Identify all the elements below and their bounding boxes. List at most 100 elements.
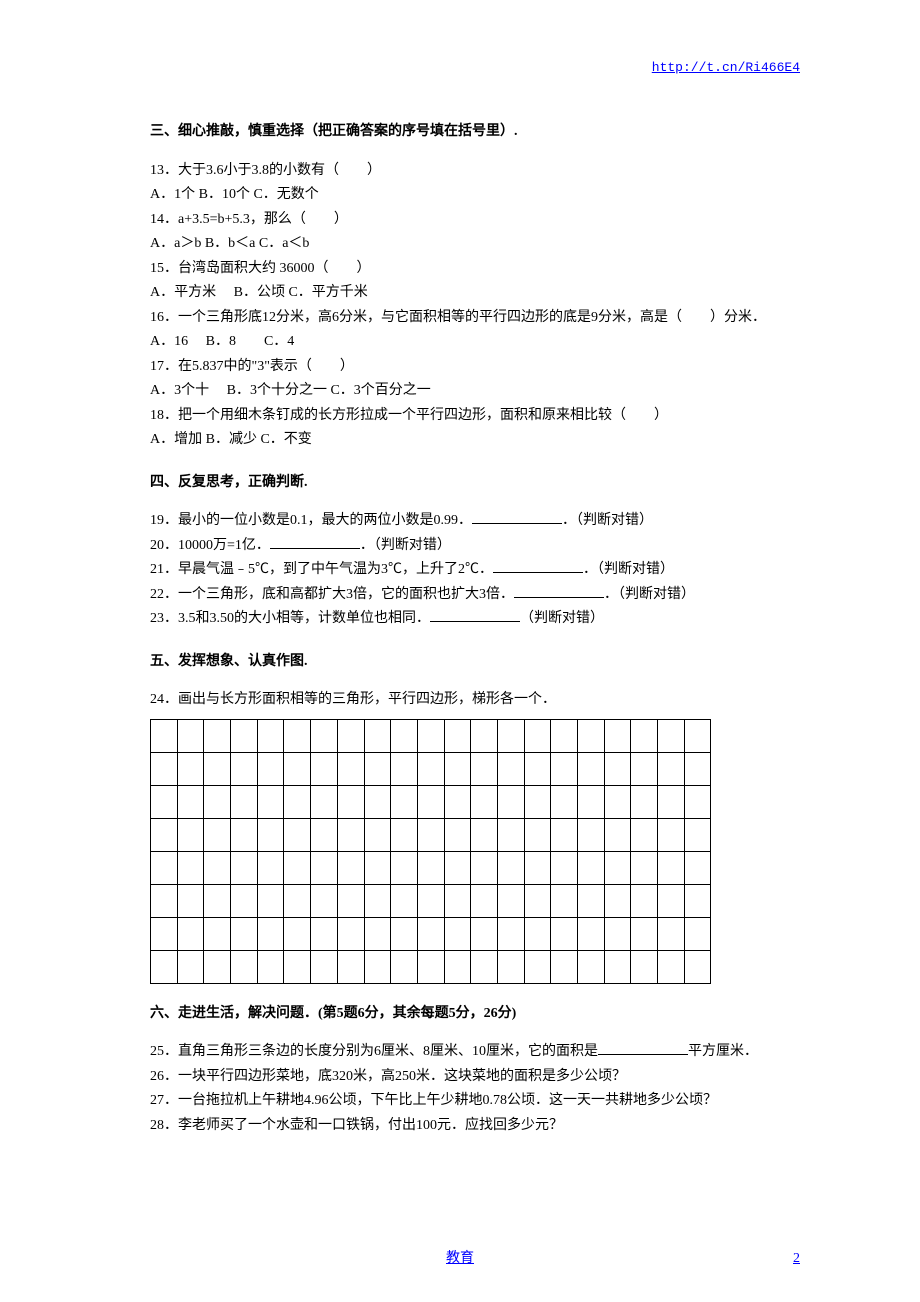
- grid-cell[interactable]: [684, 818, 711, 851]
- grid-cell[interactable]: [524, 818, 551, 851]
- grid-cell[interactable]: [551, 950, 578, 983]
- grid-cell[interactable]: [417, 818, 444, 851]
- grid-cell[interactable]: [631, 950, 658, 983]
- grid-cell[interactable]: [497, 917, 524, 950]
- grid-cell[interactable]: [471, 818, 498, 851]
- grid-cell[interactable]: [524, 884, 551, 917]
- grid-cell[interactable]: [497, 884, 524, 917]
- grid-cell[interactable]: [337, 917, 364, 950]
- grid-cell[interactable]: [337, 785, 364, 818]
- grid-cell[interactable]: [444, 884, 471, 917]
- q21-blank[interactable]: [493, 559, 583, 573]
- grid-cell[interactable]: [631, 851, 658, 884]
- grid-cell[interactable]: [151, 884, 178, 917]
- grid-cell[interactable]: [177, 785, 204, 818]
- header-link[interactable]: http://t.cn/Ri466E4: [652, 60, 800, 75]
- grid-cell[interactable]: [204, 818, 231, 851]
- grid-cell[interactable]: [231, 785, 258, 818]
- grid-cell[interactable]: [284, 719, 311, 752]
- grid-cell[interactable]: [551, 719, 578, 752]
- grid-cell[interactable]: [337, 884, 364, 917]
- grid-cell[interactable]: [631, 818, 658, 851]
- grid-cell[interactable]: [337, 719, 364, 752]
- grid-cell[interactable]: [604, 917, 631, 950]
- grid-cell[interactable]: [578, 818, 605, 851]
- grid-cell[interactable]: [284, 851, 311, 884]
- grid-cell[interactable]: [311, 752, 338, 785]
- grid-cell[interactable]: [257, 917, 284, 950]
- grid-cell[interactable]: [497, 818, 524, 851]
- grid-cell[interactable]: [604, 884, 631, 917]
- grid-cell[interactable]: [364, 719, 391, 752]
- grid-cell[interactable]: [231, 917, 258, 950]
- grid-cell[interactable]: [311, 719, 338, 752]
- grid-cell[interactable]: [684, 917, 711, 950]
- grid-cell[interactable]: [658, 785, 685, 818]
- grid-cell[interactable]: [658, 851, 685, 884]
- grid-cell[interactable]: [177, 818, 204, 851]
- grid-cell[interactable]: [391, 785, 418, 818]
- grid-cell[interactable]: [177, 917, 204, 950]
- grid-cell[interactable]: [524, 752, 551, 785]
- grid-cell[interactable]: [578, 752, 605, 785]
- grid-cell[interactable]: [284, 818, 311, 851]
- grid-cell[interactable]: [444, 719, 471, 752]
- grid-cell[interactable]: [631, 719, 658, 752]
- grid-cell[interactable]: [337, 752, 364, 785]
- q25-blank[interactable]: [598, 1041, 688, 1055]
- grid-cell[interactable]: [578, 884, 605, 917]
- grid-cell[interactable]: [177, 950, 204, 983]
- grid-cell[interactable]: [551, 752, 578, 785]
- grid-cell[interactable]: [417, 950, 444, 983]
- grid-cell[interactable]: [151, 818, 178, 851]
- grid-cell[interactable]: [444, 818, 471, 851]
- grid-cell[interactable]: [364, 785, 391, 818]
- grid-cell[interactable]: [497, 752, 524, 785]
- q20-blank[interactable]: [270, 535, 360, 549]
- grid-cell[interactable]: [364, 851, 391, 884]
- grid-cell[interactable]: [284, 752, 311, 785]
- grid-cell[interactable]: [524, 917, 551, 950]
- grid-cell[interactable]: [604, 851, 631, 884]
- grid-cell[interactable]: [444, 851, 471, 884]
- grid-cell[interactable]: [578, 719, 605, 752]
- grid-cell[interactable]: [578, 851, 605, 884]
- grid-cell[interactable]: [204, 851, 231, 884]
- grid-cell[interactable]: [604, 752, 631, 785]
- grid-cell[interactable]: [177, 884, 204, 917]
- grid-cell[interactable]: [658, 719, 685, 752]
- grid-cell[interactable]: [551, 851, 578, 884]
- grid-cell[interactable]: [417, 752, 444, 785]
- grid-cell[interactable]: [284, 785, 311, 818]
- grid-cell[interactable]: [151, 785, 178, 818]
- grid-cell[interactable]: [631, 785, 658, 818]
- grid-cell[interactable]: [658, 884, 685, 917]
- grid-cell[interactable]: [551, 884, 578, 917]
- grid-cell[interactable]: [204, 884, 231, 917]
- grid-cell[interactable]: [497, 950, 524, 983]
- grid-cell[interactable]: [364, 917, 391, 950]
- grid-cell[interactable]: [177, 851, 204, 884]
- grid-cell[interactable]: [497, 851, 524, 884]
- grid-cell[interactable]: [551, 785, 578, 818]
- grid-cell[interactable]: [684, 785, 711, 818]
- grid-cell[interactable]: [684, 950, 711, 983]
- grid-cell[interactable]: [417, 719, 444, 752]
- grid-cell[interactable]: [151, 752, 178, 785]
- grid-cell[interactable]: [391, 917, 418, 950]
- grid-cell[interactable]: [658, 950, 685, 983]
- grid-cell[interactable]: [177, 752, 204, 785]
- grid-cell[interactable]: [257, 884, 284, 917]
- grid-cell[interactable]: [391, 884, 418, 917]
- grid-cell[interactable]: [231, 818, 258, 851]
- grid-cell[interactable]: [364, 818, 391, 851]
- grid-cell[interactable]: [658, 818, 685, 851]
- grid-cell[interactable]: [524, 719, 551, 752]
- grid-cell[interactable]: [471, 950, 498, 983]
- grid-cell[interactable]: [204, 917, 231, 950]
- grid-cell[interactable]: [391, 818, 418, 851]
- grid-cell[interactable]: [417, 851, 444, 884]
- grid-cell[interactable]: [578, 950, 605, 983]
- grid-cell[interactable]: [391, 719, 418, 752]
- grid-cell[interactable]: [231, 884, 258, 917]
